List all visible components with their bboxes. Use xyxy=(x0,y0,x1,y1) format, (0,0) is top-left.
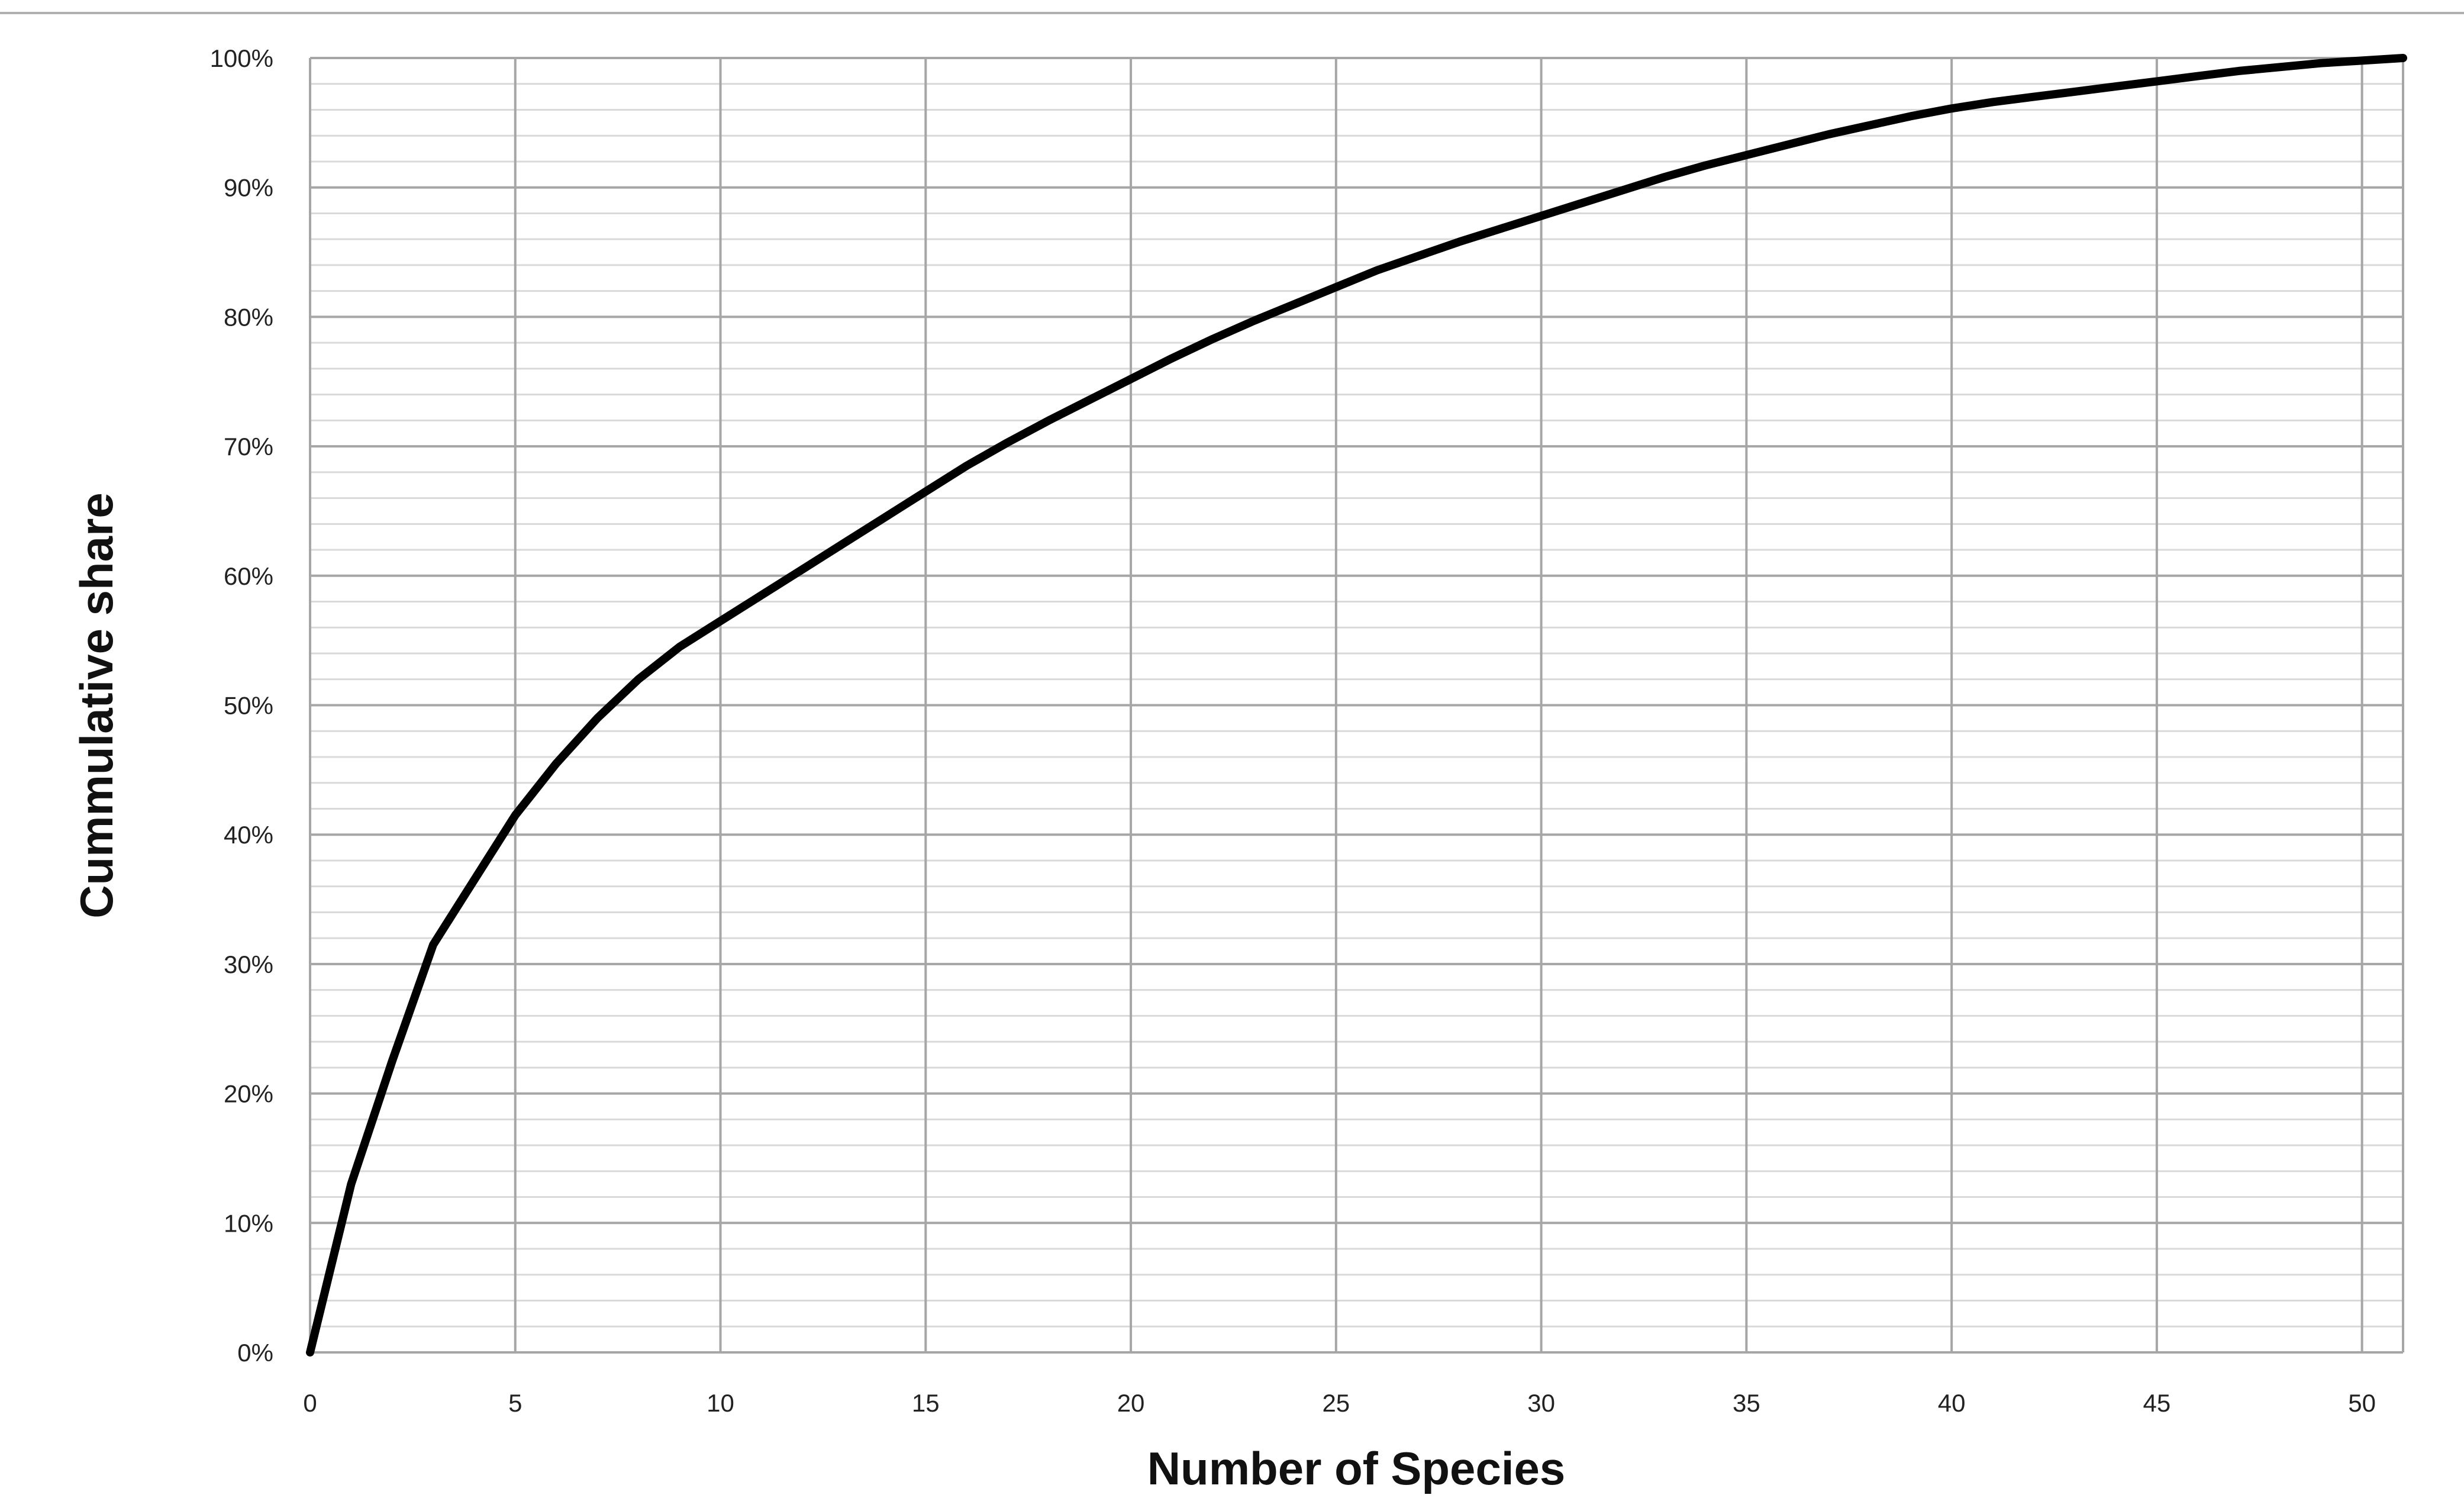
y-tick-label: 40% xyxy=(224,821,273,849)
x-tick-label: 0 xyxy=(303,1389,317,1417)
x-tick-label: 50 xyxy=(2348,1389,2376,1417)
minor-gridlines xyxy=(310,83,2403,1328)
y-tick-label: 70% xyxy=(224,433,273,460)
x-tick-label: 20 xyxy=(1117,1389,1145,1417)
y-tick-label: 0% xyxy=(237,1339,273,1367)
x-tick-label: 10 xyxy=(707,1389,734,1417)
y-tick-label: 50% xyxy=(224,692,273,720)
x-tick-label: 15 xyxy=(912,1389,940,1417)
series-layer xyxy=(306,54,2407,1357)
series-line xyxy=(306,54,2407,1357)
x-tick-label: 40 xyxy=(1938,1389,1966,1417)
x-tick-label: 5 xyxy=(508,1389,522,1417)
y-tick-label: 80% xyxy=(224,303,273,331)
y-tick-label: 30% xyxy=(224,951,273,978)
x-tick-label: 30 xyxy=(1527,1389,1555,1417)
y-axis-tick-labels: 0% 10% 20% 30% 40% 50% 60% 70% 80% 90% 100% xyxy=(210,44,273,1367)
x-axis-tick-labels: 0 5 10 15 20 25 30 35 40 45 50 xyxy=(303,1389,2376,1417)
y-tick-label: 60% xyxy=(224,562,273,590)
y-axis-title: Cummulative share xyxy=(70,492,122,919)
x-tick-label: 45 xyxy=(2143,1389,2171,1417)
y-tick-label: 90% xyxy=(224,174,273,202)
y-tick-label: 20% xyxy=(224,1080,273,1108)
y-tick-label: 10% xyxy=(224,1209,273,1237)
x-axis-title: Number of Species xyxy=(1147,1442,1566,1494)
x-tick-label: 25 xyxy=(1322,1389,1350,1417)
y-tick-label: 100% xyxy=(210,44,273,72)
major-gridlines xyxy=(309,57,2404,1354)
x-tick-label: 35 xyxy=(1733,1389,1760,1417)
